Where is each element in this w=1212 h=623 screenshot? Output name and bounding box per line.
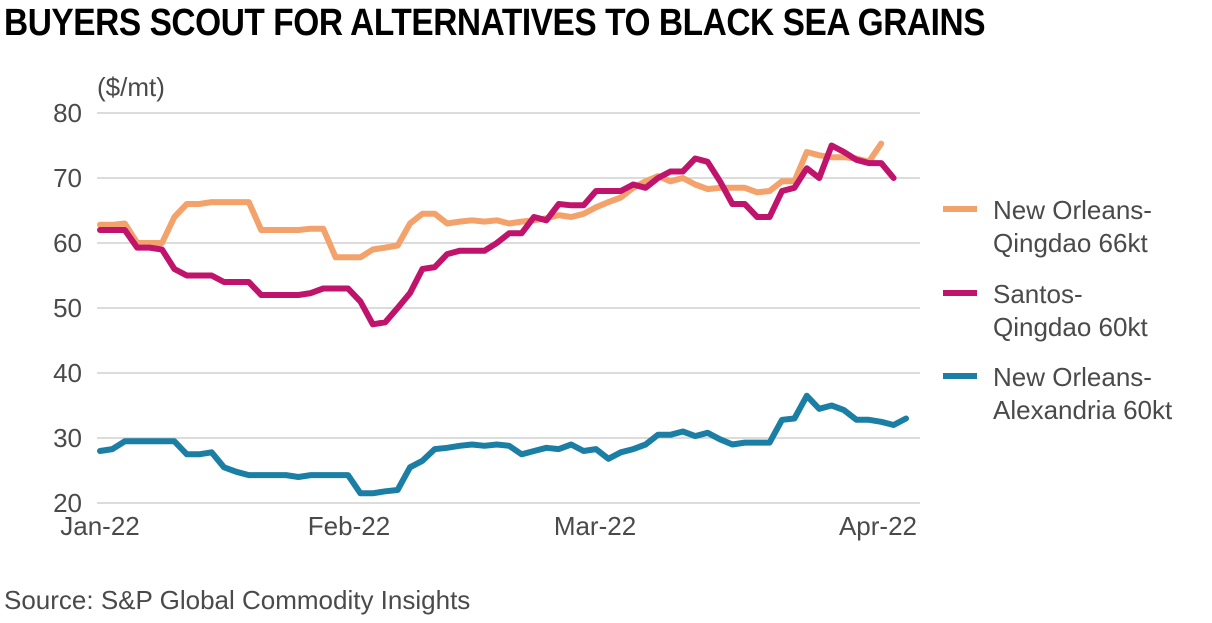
legend-label-new-orleans-alexandria-60kt: Alexandria 60kt <box>993 395 1173 425</box>
y-tick-label-40: 40 <box>53 358 82 388</box>
y-tick-label-70: 70 <box>53 163 82 193</box>
series-line-new-orleans-qingdao-66kt <box>97 140 885 261</box>
x-tick-label-mar-22: Mar-22 <box>554 511 636 541</box>
series-line-santos-qingdao-60kt <box>97 142 897 328</box>
y-tick-label-50: 50 <box>53 293 82 323</box>
y-tick-label-80: 80 <box>53 98 82 128</box>
x-axis-ticks: Jan-22 Feb-22 Mar-22 Apr-22 <box>60 511 917 541</box>
legend-label-santos-qingdao-60kt: Qingdao 60kt <box>993 312 1148 342</box>
y-axis-unit-label: ($/mt) <box>97 72 165 102</box>
x-tick-label-jan-22: Jan-22 <box>60 511 140 541</box>
x-tick-label-feb-22: Feb-22 <box>308 511 390 541</box>
gridlines <box>97 112 920 504</box>
legend-label-new-orleans-qingdao-66kt: Qingdao 66kt <box>993 228 1148 258</box>
y-tick-label-30: 30 <box>53 423 82 453</box>
legend-label-santos-qingdao-60kt: Santos- <box>993 279 1083 309</box>
y-axis-ticks: 20 30 40 50 60 70 80 <box>53 98 82 518</box>
source-note: Source: S&P Global Commodity Insights <box>4 585 471 615</box>
series-line-new-orleans-alexandria-60kt <box>97 392 909 497</box>
series-lines <box>97 140 909 497</box>
chart-title: BUYERS SCOUT FOR ALTERNATIVES TO BLACK S… <box>4 2 986 44</box>
legend-label-new-orleans-alexandria-60kt: New Orleans- <box>993 362 1152 392</box>
y-tick-label-60: 60 <box>53 228 82 258</box>
legend-label-new-orleans-qingdao-66kt: New Orleans- <box>993 195 1152 225</box>
x-tick-label-apr-22: Apr-22 <box>839 511 917 541</box>
y-tick-label-20: 20 <box>53 488 82 518</box>
